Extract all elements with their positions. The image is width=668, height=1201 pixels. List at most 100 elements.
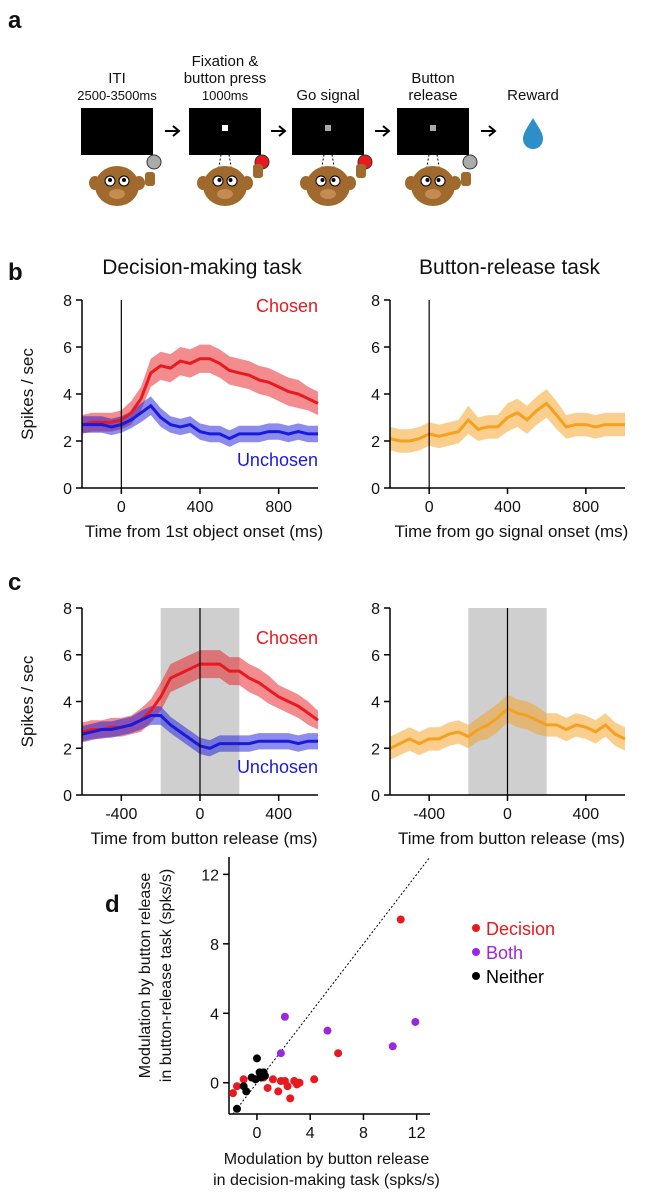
y-tick-label: 8 (63, 601, 72, 618)
y-tick-label: 6 (63, 340, 72, 357)
monkey-pupil (228, 178, 233, 182)
monkey-pupil (425, 178, 430, 182)
error-band (390, 694, 625, 760)
point (310, 1075, 319, 1084)
monkey-muzzle (109, 189, 125, 199)
arrow-head (172, 125, 181, 137)
error-band (82, 344, 318, 434)
y-tick-label: 6 (371, 340, 380, 357)
step-label: button press (184, 70, 267, 87)
y-tick-label: 8 (210, 937, 219, 954)
x-tick-label: -400 (413, 806, 445, 823)
arrow-head (382, 125, 391, 137)
x-tick-label: 0 (425, 499, 434, 516)
y-axis-label: Spikes / sec (18, 655, 37, 747)
point (286, 1094, 295, 1103)
y-tick-label: 8 (371, 293, 380, 310)
y-tick-label: 6 (371, 648, 380, 665)
x-axis-label: Time from button release (ms) (90, 829, 317, 848)
series-label: Unchosen (237, 757, 318, 777)
point (323, 1026, 332, 1035)
monkey-muzzle (217, 189, 233, 199)
hand (145, 172, 155, 186)
series-label: Unchosen (237, 450, 318, 470)
water-drop (523, 118, 543, 149)
hand (253, 164, 263, 178)
y-tick-label: 4 (210, 1006, 219, 1023)
error-band (390, 389, 625, 453)
series-label: Chosen (256, 628, 318, 648)
x-tick-label: 0 (117, 499, 126, 516)
panel-label: b (8, 259, 23, 286)
x-tick-label: 400 (187, 499, 214, 516)
x-tick-label: 400 (494, 499, 521, 516)
x-tick-label: 0 (196, 806, 205, 823)
x-tick-label: 400 (265, 806, 292, 823)
fixation-point (325, 125, 331, 131)
panel-label: d (105, 891, 120, 918)
point (396, 915, 405, 924)
point (232, 1104, 241, 1113)
step-label: ITI (108, 70, 126, 87)
monkey-pupil (436, 178, 441, 182)
y-tick-label: 0 (371, 481, 380, 498)
button (146, 154, 162, 170)
point (260, 1071, 269, 1080)
y-tick-label: 6 (63, 648, 72, 665)
panel-label: a (8, 7, 22, 34)
point (283, 1082, 292, 1091)
x-tick-label: 0 (253, 1125, 262, 1142)
x-tick-label: 12 (408, 1125, 426, 1142)
arrow-head (488, 125, 497, 137)
y-tick-label: 0 (63, 481, 72, 498)
chart-title: Decision-making task (102, 256, 302, 279)
button (462, 154, 478, 170)
y-tick-label: 8 (371, 601, 380, 618)
point (252, 1054, 261, 1063)
y-axis-label: Spikes / sec (18, 348, 37, 440)
step-label: Button (411, 70, 454, 87)
monkey-head (95, 166, 139, 206)
monkey-pupil (331, 178, 336, 182)
legend-marker (472, 972, 480, 980)
chart-title: Button-release task (419, 256, 600, 279)
y-tick-label: 0 (371, 788, 380, 805)
legend-label: Both (486, 943, 523, 963)
hand (356, 164, 366, 178)
monkey-head (411, 166, 455, 206)
fixation-point (430, 125, 436, 131)
y-tick-label: 2 (63, 741, 72, 758)
point (268, 1075, 277, 1084)
point (280, 1012, 289, 1021)
point (228, 1089, 237, 1098)
point (276, 1049, 285, 1058)
legend-marker (472, 948, 480, 956)
y-tick-label: 4 (63, 387, 72, 404)
x-tick-label: 8 (359, 1125, 368, 1142)
point (292, 1080, 301, 1089)
point (411, 1017, 420, 1026)
y-tick-label: 0 (210, 1076, 219, 1093)
x-axis-label: Time from go signal onset (ms) (395, 522, 629, 541)
arrow-head (278, 125, 287, 137)
hand (461, 172, 471, 186)
monkey-pupil (122, 178, 126, 182)
point (232, 1082, 241, 1091)
legend-marker (472, 924, 480, 932)
screen (81, 108, 153, 155)
point (242, 1087, 251, 1096)
fixation-point (222, 125, 228, 131)
monkey-pupil (108, 178, 112, 182)
step-label: Go signal (296, 87, 359, 104)
y-axis-label: Modulation by button release (137, 873, 154, 1079)
point (263, 1083, 272, 1092)
monkey-muzzle (320, 189, 336, 199)
x-tick-label: 400 (572, 806, 599, 823)
point (388, 1042, 397, 1051)
y-tick-label: 4 (63, 695, 72, 712)
x-axis-label: in decision-making task (spks/s) (213, 1172, 440, 1189)
y-tick-label: 4 (371, 387, 380, 404)
step-label: release (408, 87, 457, 104)
monkey-head (306, 166, 350, 206)
